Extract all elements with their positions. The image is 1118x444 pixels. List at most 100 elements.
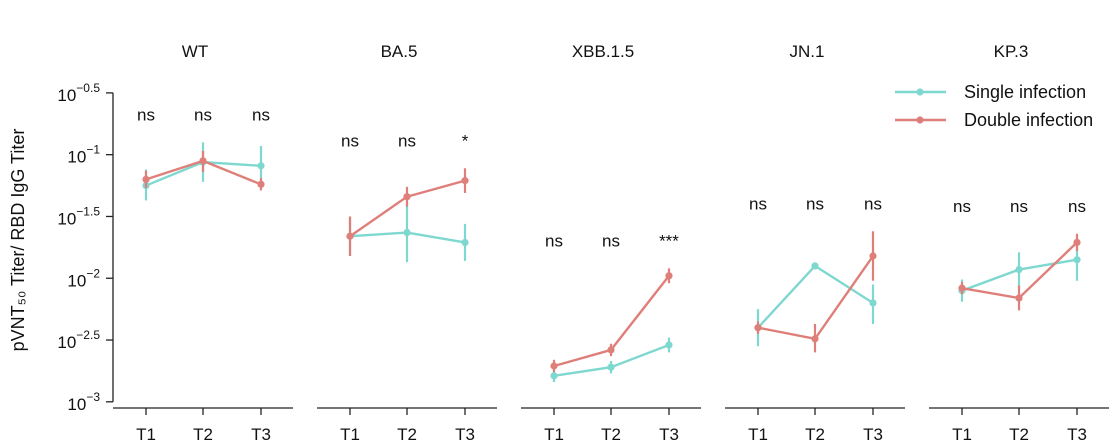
panels: WT T1 T2 T3 ns ns ns BA.5 T1 T2 T3 ns ns * XBB.1.5 T1 T2… <box>113 42 1109 444</box>
data-point <box>754 324 762 332</box>
data-point <box>403 193 411 201</box>
panel-title: KP.3 <box>994 42 1029 61</box>
data-point <box>811 335 819 343</box>
y-tick-exponent: −3 <box>86 390 100 404</box>
data-point <box>461 177 469 185</box>
y-tick-base: 10 <box>67 395 86 414</box>
data-point <box>1073 238 1081 247</box>
data-point <box>958 284 966 292</box>
significance-label: ns <box>806 194 824 213</box>
x-tick-label: T3 <box>1067 425 1087 444</box>
legend-swatch-point <box>916 88 924 96</box>
significance-label: * <box>462 131 469 150</box>
x-tick-label: T1 <box>544 425 564 444</box>
x-tick-label: T3 <box>659 425 679 444</box>
y-tick-label: 10−1 <box>67 143 100 167</box>
y-tick-label: 10−3 <box>67 390 100 414</box>
y-tick-exponent: −1 <box>86 143 100 157</box>
data-point <box>607 363 615 371</box>
series-double-infection <box>754 231 877 353</box>
data-point <box>869 299 877 307</box>
y-tick-label: 10−2.5 <box>57 328 100 352</box>
significance-label: ns <box>341 131 359 150</box>
legend: Single infection Double infection <box>895 82 1093 130</box>
data-point <box>811 262 819 270</box>
significance-label: *** <box>659 231 679 250</box>
significance-label: ns <box>545 231 563 250</box>
panel-title: JN.1 <box>790 42 825 61</box>
x-tick-label: T2 <box>1009 425 1029 444</box>
data-point <box>1073 256 1081 264</box>
legend-swatch-point <box>916 116 924 124</box>
data-point <box>1015 294 1023 302</box>
y-tick-exponent: −2 <box>86 266 100 280</box>
data-point <box>403 228 411 237</box>
legend-label: Single infection <box>964 82 1086 102</box>
series-single-infection <box>346 202 469 263</box>
significance-label: ns <box>252 105 270 124</box>
data-point <box>607 346 615 354</box>
y-tick-base: 10 <box>57 86 76 105</box>
panel-title: XBB.1.5 <box>572 42 634 61</box>
y-tick-base: 10 <box>57 333 76 352</box>
significance-label: ns <box>864 194 882 213</box>
y-tick-exponent: −2.5 <box>76 328 100 342</box>
x-tick-label: T2 <box>601 425 621 444</box>
x-tick-label: T1 <box>340 425 360 444</box>
significance-label: ns <box>1010 197 1028 216</box>
significance-label: ns <box>602 231 620 250</box>
legend-entry: Double infection <box>895 110 1093 130</box>
data-point <box>665 272 673 280</box>
series-line <box>757 264 874 329</box>
x-tick-label: T1 <box>136 425 156 444</box>
panel-jn-1: JN.1 T1 T2 T3 ns ns ns <box>725 42 905 444</box>
panel-wt: WT T1 T2 T3 ns ns ns <box>113 42 293 444</box>
y-tick-base: 10 <box>57 209 76 228</box>
significance-label: ns <box>953 197 971 216</box>
y-tick-exponent: −1.5 <box>76 204 100 218</box>
y-axis-title: pVNT₅₀ Titer/ RBD IgG Titer <box>8 129 28 352</box>
panel-kp-3: KP.3 T1 T2 T3 ns ns ns <box>929 42 1109 444</box>
data-point <box>550 362 558 370</box>
series-double-infection <box>142 150 265 191</box>
x-tick-label: T2 <box>805 425 825 444</box>
data-point <box>346 232 354 240</box>
data-point <box>550 372 558 380</box>
legend-entry: Single infection <box>895 82 1086 102</box>
legend-label: Double infection <box>964 110 1093 130</box>
x-tick-label: T2 <box>193 425 213 444</box>
series-single-infection <box>550 337 673 383</box>
data-point <box>869 252 877 260</box>
series-double-infection <box>958 233 1081 311</box>
x-tick-label: T3 <box>863 425 883 444</box>
y-axis-label-group: pVNT₅₀ Titer/ RBD IgG Titer <box>8 129 28 352</box>
significance-label: ns <box>749 194 767 213</box>
data-point <box>257 162 265 170</box>
panel-title: BA.5 <box>381 42 418 61</box>
data-point <box>199 157 207 165</box>
panel-title: WT <box>182 42 208 61</box>
data-point <box>142 175 150 183</box>
y-tick-label: 10−2 <box>67 266 100 290</box>
data-point <box>665 341 673 349</box>
series-double-infection <box>346 168 469 257</box>
significance-label: ns <box>398 131 416 150</box>
series-double-infection <box>550 268 673 373</box>
data-point <box>461 238 469 247</box>
x-tick-label: T1 <box>952 425 972 444</box>
panel-xbb-1-5: XBB.1.5 T1 T2 T3 ns ns *** <box>521 42 701 444</box>
y-tick-base: 10 <box>67 271 86 290</box>
panel-ba-5: BA.5 T1 T2 T3 ns ns * <box>317 42 497 444</box>
series-single-infection <box>754 262 877 347</box>
significance-label: ns <box>1068 197 1086 216</box>
y-tick-label: 10−1.5 <box>57 204 100 228</box>
y-axis: 10−0.510−110−1.510−210−2.510−3 <box>57 81 114 414</box>
x-tick-label: T1 <box>748 425 768 444</box>
x-tick-label: T3 <box>251 425 271 444</box>
significance-label: ns <box>137 105 155 124</box>
significance-label: ns <box>194 105 212 124</box>
data-point <box>257 180 265 188</box>
x-tick-label: T2 <box>397 425 417 444</box>
x-tick-label: T3 <box>455 425 475 444</box>
